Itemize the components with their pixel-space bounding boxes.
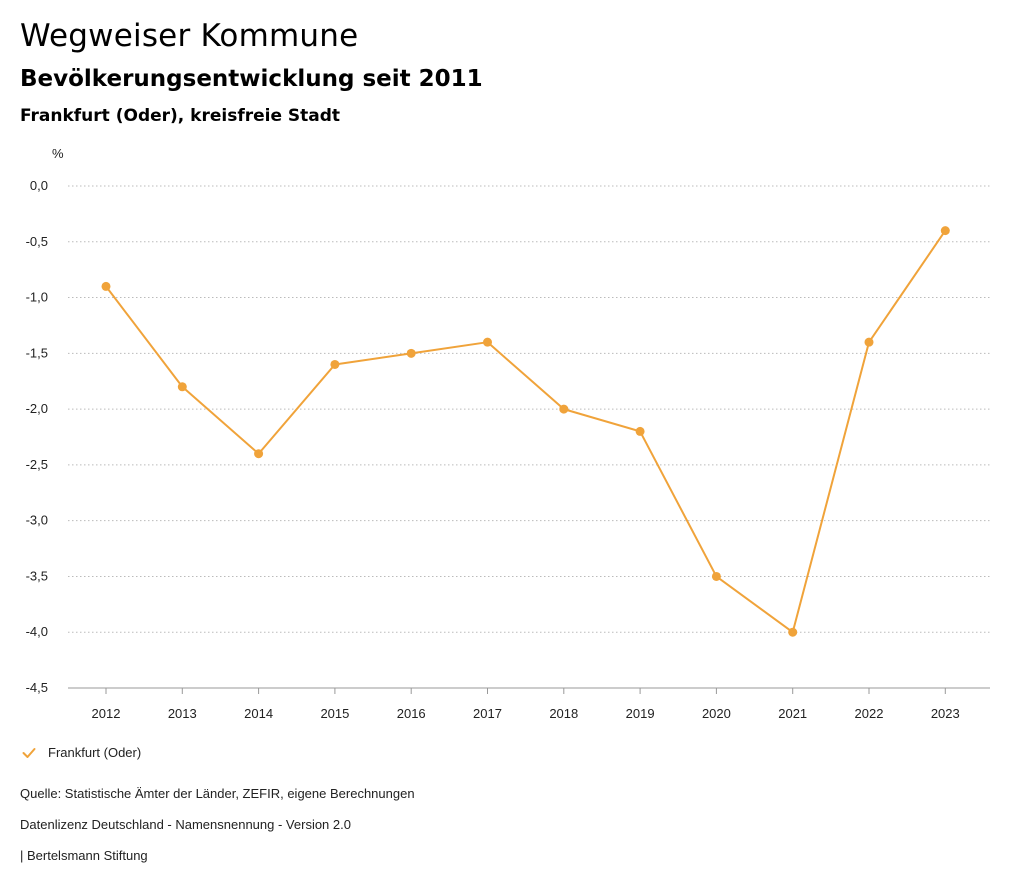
source-note: Quelle: Statistische Ämter der Länder, Z… — [20, 786, 415, 801]
legend[interactable]: Frankfurt (Oder) — [22, 745, 141, 760]
axis-layer: % 0,0 -0,5 -1,0 -1,5 -2,0 -2,5 -3,0 -3,5 -4,0 -4,5… — [26, 146, 960, 721]
data-point — [330, 359, 340, 369]
legend-label: Frankfurt (Oder) — [48, 745, 142, 760]
y-tick-label: -4,5 — [26, 680, 48, 695]
data-point — [635, 426, 645, 436]
x-tick-label: 2016 — [397, 706, 426, 721]
y-tick-label: -3,0 — [26, 513, 48, 528]
check-icon — [22, 747, 36, 758]
y-tick-label: -2,5 — [26, 457, 48, 472]
y-tick-label: -1,5 — [26, 345, 48, 360]
brand-note: | Bertelsmann Stiftung — [20, 848, 148, 863]
x-tick-label: 2021 — [778, 706, 807, 721]
y-tick-label: -0,5 — [26, 234, 48, 249]
y-tick-label: -2,0 — [26, 401, 48, 416]
chart-subtitle: Bevölkerungsentwicklung seit 2011 — [20, 66, 483, 92]
data-point — [559, 404, 569, 414]
y-tick-label: 0,0 — [30, 178, 48, 193]
series-layer — [101, 226, 950, 637]
line-chart: % 0,0 -0,5 -1,0 -1,5 -2,0 -2,5 -3,0 -3,5 -4,0 -4,5… — [26, 146, 990, 721]
data-point — [177, 382, 187, 392]
x-tick-label: 2022 — [855, 706, 884, 721]
data-point — [483, 337, 492, 347]
x-tick-label: 2023 — [931, 706, 960, 721]
x-tick-label: 2012 — [92, 706, 121, 721]
y-tick-label: -1,0 — [26, 290, 48, 305]
grid-layer — [68, 185, 990, 689]
region-label: Frankfurt (Oder), kreisfreie Stadt — [20, 106, 341, 126]
x-tick-label: 2020 — [702, 706, 731, 721]
y-tick-label: -3,5 — [26, 568, 48, 583]
license-note: Datenlizenz Deutschland - Namensnennung … — [20, 817, 351, 832]
data-point — [788, 627, 798, 637]
x-tick-label: 2019 — [626, 706, 655, 721]
y-axis-unit-label: % — [52, 146, 64, 161]
data-point — [711, 571, 721, 581]
x-tick-label: 2013 — [168, 706, 197, 721]
data-point — [254, 449, 264, 459]
series-line — [105, 230, 947, 634]
page-title: Wegweiser Kommune — [20, 18, 359, 54]
data-point — [406, 348, 416, 358]
x-tick-label: 2018 — [549, 706, 578, 721]
x-tick-label: 2017 — [473, 706, 502, 721]
x-tick-label: 2015 — [320, 706, 349, 721]
data-point — [864, 337, 874, 347]
x-tick-label: 2014 — [244, 706, 273, 721]
data-point — [940, 226, 950, 236]
data-point — [101, 281, 111, 291]
y-tick-label: -4,0 — [26, 624, 48, 639]
